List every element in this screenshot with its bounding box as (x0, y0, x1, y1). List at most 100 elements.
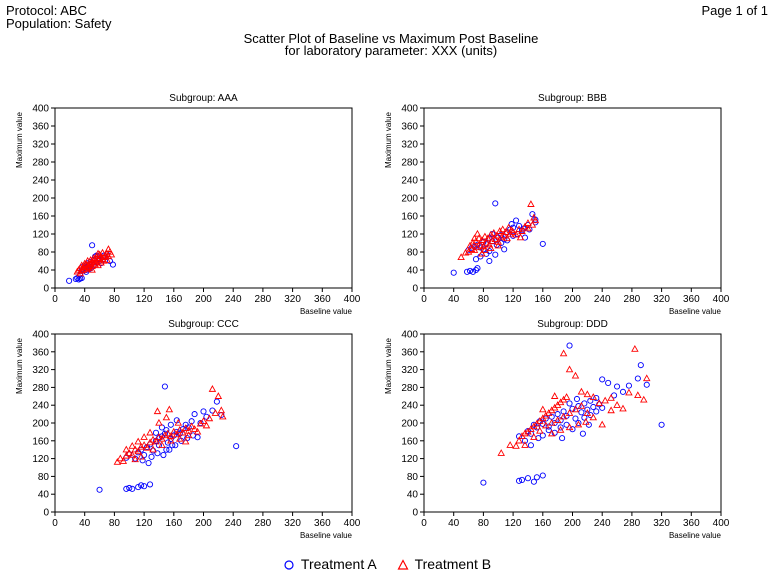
point-treatment-a (167, 421, 174, 428)
point-treatment-a (614, 383, 621, 390)
y-axis-label: Maximum value (15, 111, 24, 168)
point-treatment-b (547, 429, 556, 437)
point-treatment-b (473, 243, 482, 251)
x-tick-label: 120 (136, 518, 153, 529)
x-tick-label: 360 (683, 518, 700, 529)
x-tick-label: 0 (421, 294, 427, 305)
point-treatment-a (515, 477, 523, 484)
point-treatment-b (199, 417, 208, 424)
y-tick-label: 360 (401, 122, 418, 133)
point-treatment-b (583, 409, 592, 416)
point-treatment-b (95, 250, 104, 258)
point-treatment-b (565, 365, 574, 373)
x-tick-label: 160 (165, 518, 182, 529)
point-treatment-a (126, 484, 133, 492)
point-treatment-a (578, 409, 585, 416)
point-treatment-b (589, 413, 598, 421)
y-tick-label: 120 (401, 454, 418, 465)
y-tick-label: 400 (401, 330, 418, 341)
x-tick-label: 0 (52, 518, 58, 529)
point-treatment-b (461, 248, 470, 256)
point-treatment-a (160, 451, 167, 459)
point-treatment-b (494, 237, 503, 245)
point-treatment-b (103, 255, 111, 263)
point-treatment-b (571, 405, 580, 413)
point-treatment-a (533, 474, 540, 481)
point-treatment-b (607, 393, 615, 401)
point-treatment-b (487, 244, 495, 252)
point-treatment-b (165, 405, 174, 413)
point-treatment-b (107, 250, 116, 258)
y-tick-label: 280 (32, 383, 49, 394)
point-treatment-b (493, 231, 501, 239)
point-treatment-b (89, 254, 98, 261)
y-tick-label: 0 (43, 284, 49, 295)
point-treatment-b (524, 219, 532, 226)
point-treatment-a (492, 251, 499, 258)
point-treatment-b (491, 235, 500, 243)
x-axis-label: Baseline value (300, 307, 353, 316)
point-treatment-b (516, 233, 525, 241)
y-tick-label: 280 (401, 158, 418, 169)
point-treatment-b (507, 226, 516, 234)
point-treatment-b (94, 249, 102, 257)
point-treatment-a (572, 415, 579, 422)
point-treatment-a (450, 269, 457, 276)
point-treatment-b (113, 458, 122, 465)
point-treatment-b (512, 442, 520, 449)
y-tick-label: 240 (32, 176, 49, 187)
point-treatment-b (634, 391, 642, 399)
point-treatment-b (187, 422, 196, 430)
y-tick-label: 320 (401, 365, 418, 376)
point-treatment-a (554, 411, 561, 418)
point-treatment-a (166, 446, 173, 453)
point-treatment-a (233, 443, 240, 450)
point-treatment-b (97, 258, 105, 266)
point-treatment-b (79, 265, 87, 273)
point-treatment-a (637, 362, 644, 369)
point-treatment-b (470, 234, 479, 242)
panel-subgroup-3: Subgroup: CCC 0 40 80 120 160 200 240 280 320 360 4… (15, 319, 361, 540)
point-treatment-a (469, 268, 477, 275)
point-treatment-b (613, 401, 621, 408)
x-tick-label: 120 (505, 518, 522, 529)
point-treatment-b (487, 230, 495, 238)
y-tick-label: 160 (401, 212, 418, 223)
protocol-label: Protocol: ABC (6, 3, 87, 18)
point-treatment-a (167, 435, 174, 443)
point-treatment-a (472, 256, 480, 263)
point-treatment-b (503, 234, 511, 242)
x-tick-label: 80 (478, 518, 490, 529)
x-tick-label: 0 (421, 518, 427, 529)
point-treatment-b (219, 412, 227, 420)
x-tick-label: 40 (79, 518, 91, 529)
point-treatment-a (593, 408, 600, 415)
point-treatment-b (531, 216, 540, 224)
point-treatment-b (152, 437, 160, 445)
point-treatment-b (116, 454, 125, 462)
point-treatment-b (494, 241, 503, 249)
y-tick-label: 0 (412, 284, 418, 295)
point-treatment-b (518, 227, 526, 234)
point-treatment-b (571, 371, 580, 379)
point-treatment-b (478, 249, 486, 257)
point-treatment-a (138, 482, 145, 489)
x-tick-label: 240 (594, 518, 611, 529)
x-tick-label: 280 (624, 518, 641, 529)
y-tick-label: 80 (38, 472, 50, 483)
point-treatment-a (472, 266, 480, 274)
point-treatment-b (559, 349, 568, 357)
point-treatment-b (473, 229, 482, 237)
point-treatment-a (213, 398, 220, 405)
point-treatment-b (100, 256, 108, 264)
point-treatment-b (589, 393, 598, 400)
point-treatment-b (181, 424, 190, 431)
legend-circle-icon (284, 560, 294, 570)
x-tick-label: 120 (136, 294, 153, 305)
point-treatment-b (104, 245, 113, 252)
x-tick-label: 240 (225, 294, 242, 305)
point-treatment-a (557, 424, 564, 431)
point-treatment-b (170, 427, 178, 435)
y-tick-label: 360 (32, 347, 49, 358)
legend-item-treatment-b: Treatment B (397, 556, 491, 572)
